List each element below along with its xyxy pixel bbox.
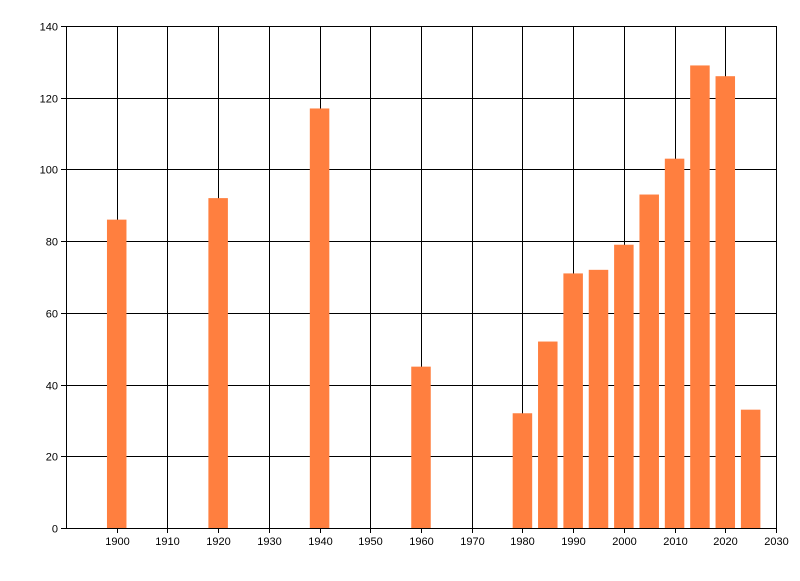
bar [614,244,634,528]
y-tick-label: 60 [46,309,58,321]
y-tick-label: 140 [40,22,58,34]
bar [512,413,533,528]
y-tick-label: 100 [40,165,58,177]
bar [715,76,736,528]
x-tick-label: 1910 [155,536,179,548]
x-tick-label: 1970 [460,536,484,548]
bars [106,65,761,528]
bar [690,65,710,528]
x-tick-label: 2010 [663,536,687,548]
x-tick-label: 2020 [713,536,737,548]
x-tick-label: 1940 [308,536,332,548]
x-tick-label: 2000 [612,536,636,548]
x-tick-label: 1900 [105,536,129,548]
x-tick-label: 2030 [764,536,788,548]
bar [740,409,761,528]
bar [208,198,228,528]
x-tick-label: 1920 [206,536,230,548]
x-axis-tick-labels: 1900 1910 1920 1930 1940 1950 1960 1970 1980 1990… [105,536,788,548]
y-tick-label: 120 [40,94,58,106]
x-tick-label: 1930 [257,536,281,548]
bar [639,194,659,528]
x-tick-label: 1980 [510,536,534,548]
bar [411,366,431,528]
x-tick-label: 1950 [358,536,382,548]
bar [563,273,583,528]
bar [664,158,685,528]
bar [538,341,558,528]
y-axis-tick-labels: 0 20 40 60 80 100 120 140 [40,22,58,536]
x-tick-label: 1990 [561,536,585,548]
axes [61,26,777,533]
x-tick-label: 1960 [409,536,433,548]
bar [309,108,330,528]
bar [106,219,127,528]
y-tick-label: 80 [46,237,58,249]
y-tick-label: 0 [52,524,58,536]
y-tick-label: 40 [46,381,58,393]
bar [588,269,609,528]
y-tick-label: 20 [46,452,58,464]
